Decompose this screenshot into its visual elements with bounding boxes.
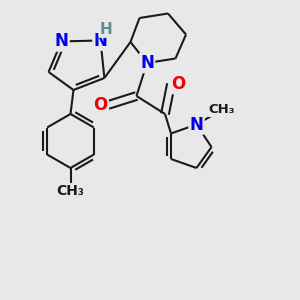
Text: N: N	[94, 32, 107, 50]
Text: N: N	[140, 54, 154, 72]
Text: O: O	[171, 75, 186, 93]
Text: CH₃: CH₃	[57, 184, 84, 198]
Text: CH₃: CH₃	[209, 103, 235, 116]
Text: O: O	[93, 96, 108, 114]
Text: N: N	[190, 116, 203, 134]
Text: H: H	[100, 22, 112, 37]
Text: N: N	[55, 32, 68, 50]
